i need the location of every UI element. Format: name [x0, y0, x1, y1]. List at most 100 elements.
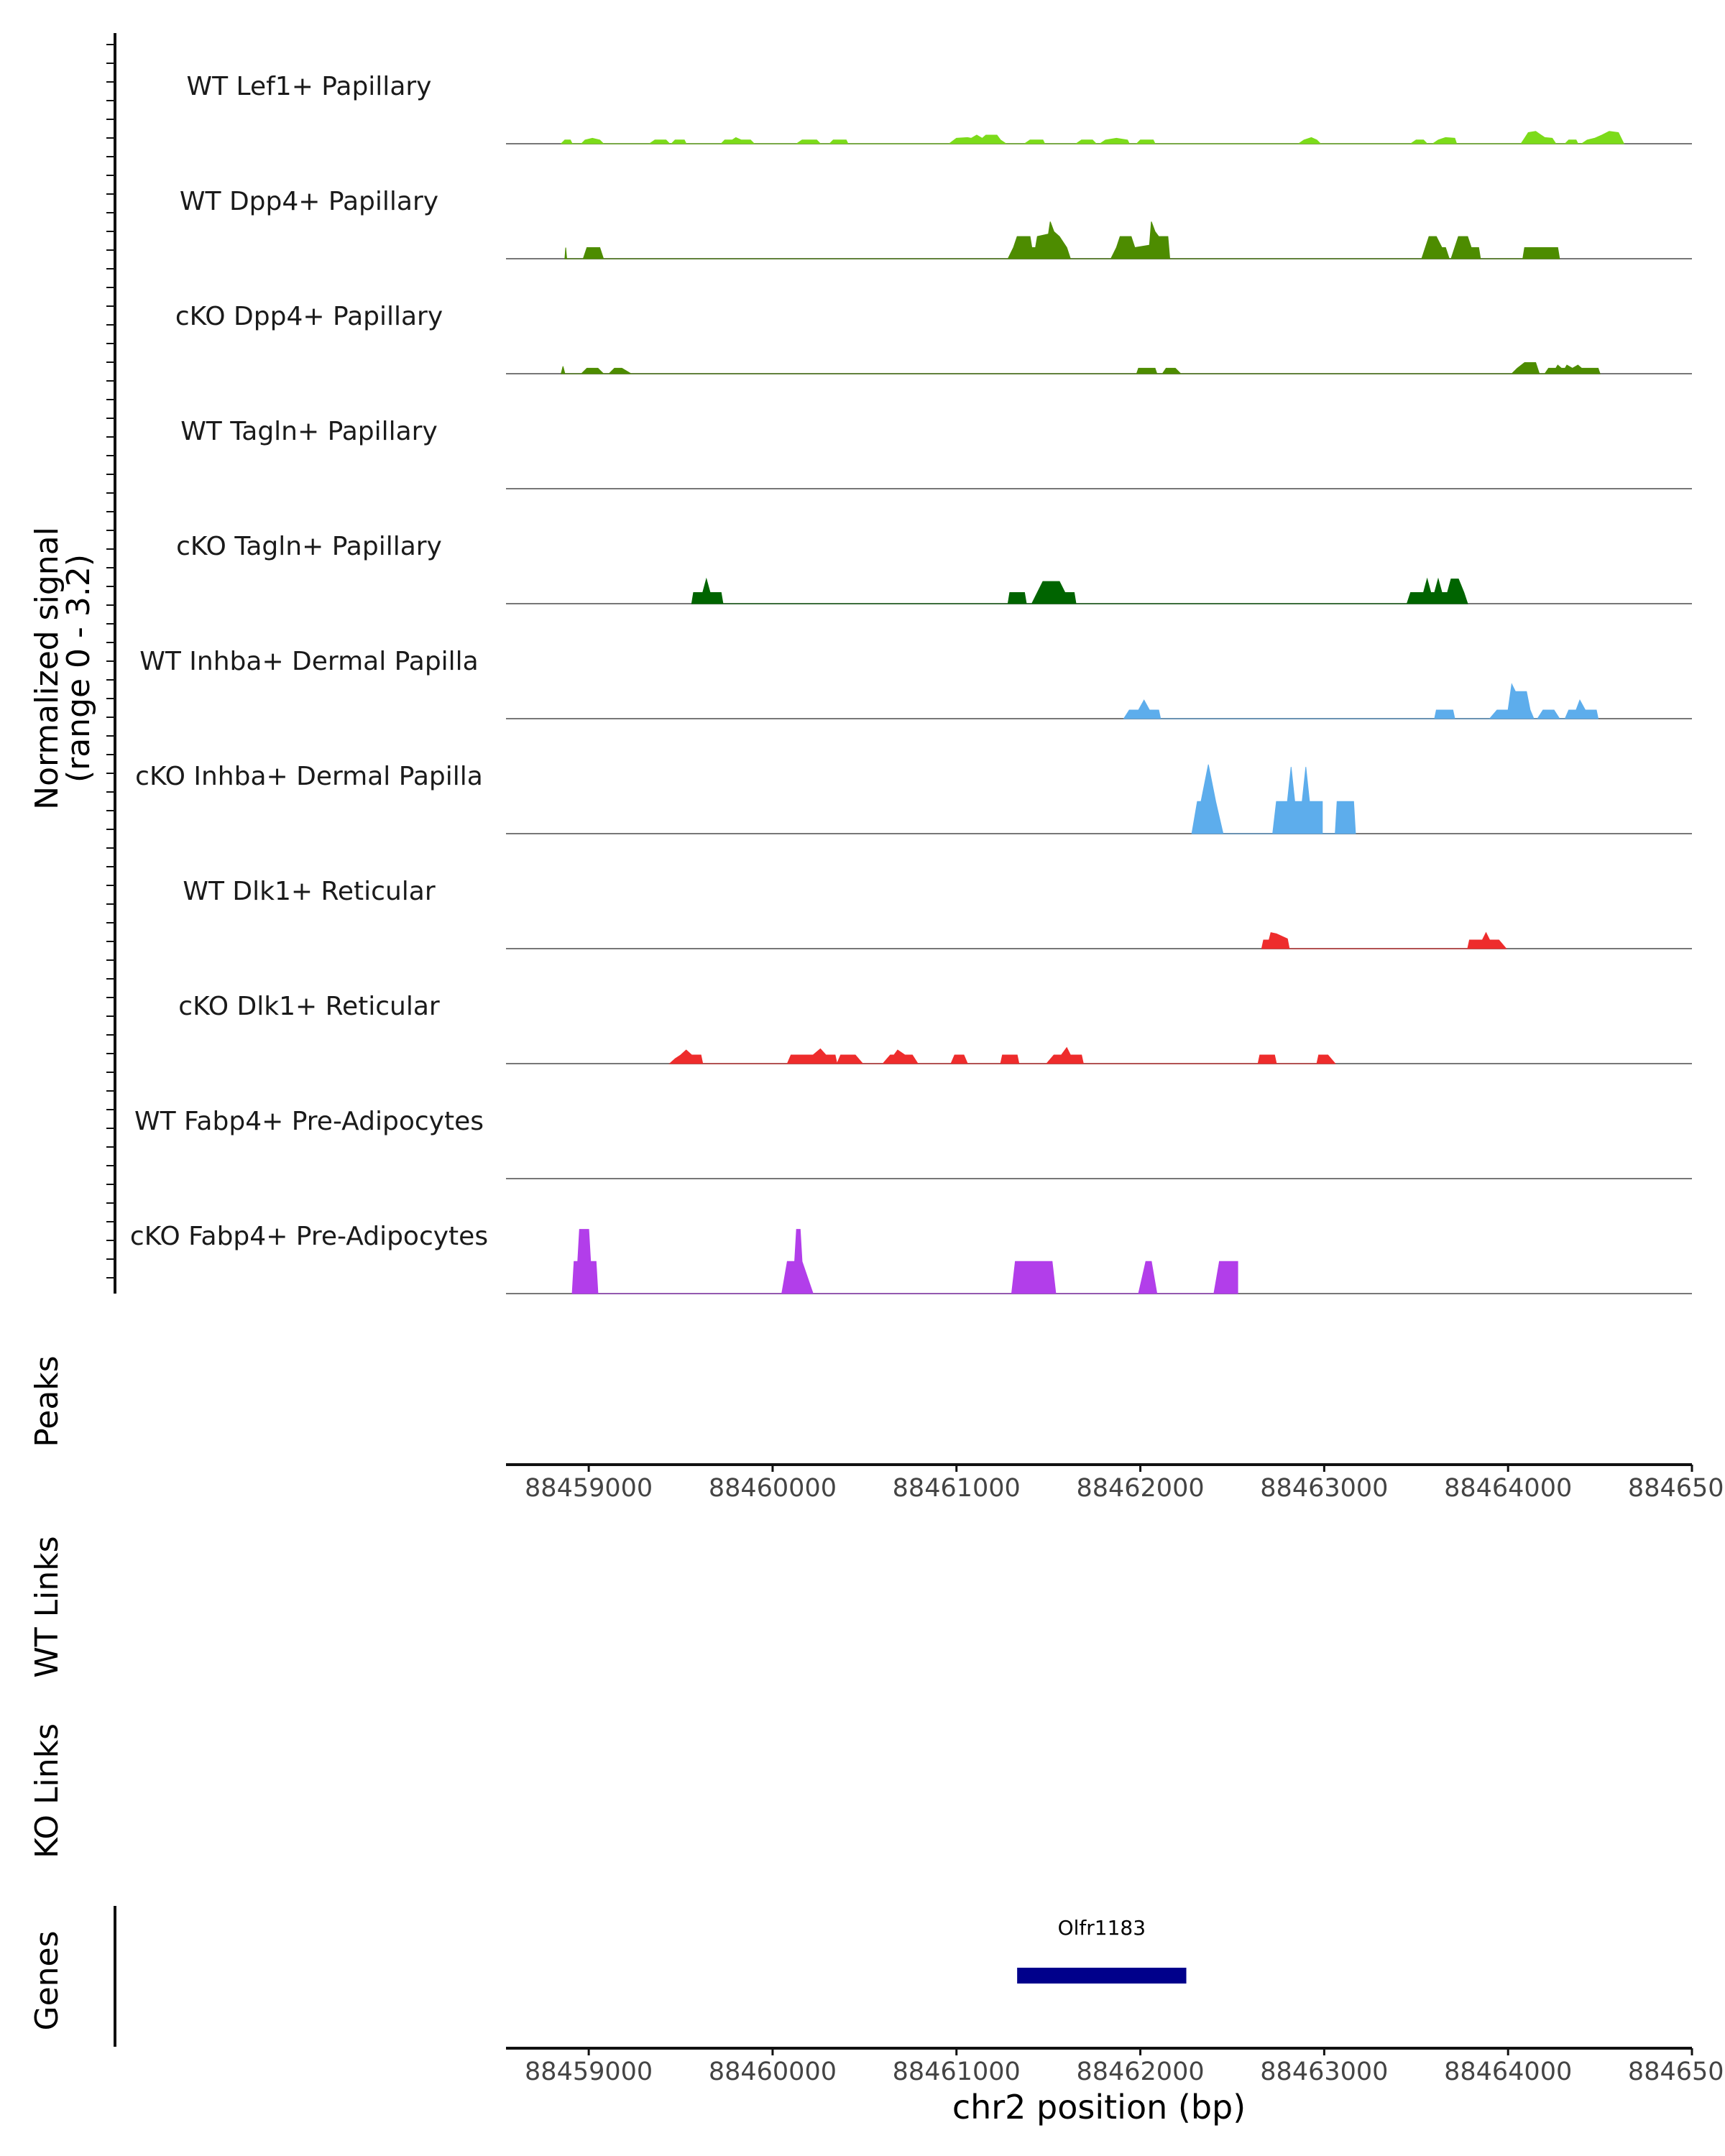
- coverage-peak: [1406, 577, 1468, 604]
- coverage-tracks: WT Lef1+ Papillary WT Dpp4+ Papillary cKO …: [130, 72, 1692, 1294]
- track-label: cKO Fabp4+ Pre-Adipocytes: [130, 1222, 488, 1251]
- track-label: cKO Tagln+ Papillary: [176, 532, 442, 561]
- coverage-peak: [691, 577, 724, 604]
- strand-arrow: [1177, 1969, 1187, 1982]
- coverage-peak: [1467, 931, 1507, 949]
- track-label: cKO Dpp4+ Papillary: [175, 302, 443, 331]
- strand-arrow: [1082, 1969, 1092, 1982]
- coverage-peak: [1031, 581, 1077, 604]
- coverage-peak: [1136, 139, 1156, 144]
- coverage-peak: [947, 134, 1008, 144]
- coverage-peak: [671, 139, 687, 144]
- coverage-peak: [882, 1049, 919, 1064]
- coverage-peak: [648, 139, 671, 144]
- x-tick-label: 88465000: [1628, 1474, 1725, 1503]
- x-tick-label: 88463000: [1260, 2058, 1388, 2086]
- track-label: WT Tagln+ Papillary: [180, 417, 438, 446]
- coverage-peak: [1007, 592, 1027, 604]
- track-label: WT Inhba+ Dermal Papilla: [139, 647, 478, 676]
- strand-arrow: [1146, 1969, 1155, 1982]
- coverage-peak: [1046, 1046, 1084, 1064]
- coverage-peak: [1138, 1261, 1158, 1294]
- strand-arrow: [1019, 1969, 1029, 1982]
- coverage-peak: [1075, 139, 1098, 144]
- strand-arrow: [1035, 1969, 1044, 1982]
- coverage-peak: [580, 137, 604, 144]
- track-label: cKO Inhba+ Dermal Papilla: [135, 762, 483, 791]
- coverage-peak: [1136, 367, 1158, 374]
- coverage-peak: [781, 1229, 814, 1294]
- coverage-peak: [1409, 139, 1428, 144]
- coverage-peak: [1520, 131, 1557, 144]
- genes-panel-label: Genes: [29, 1930, 65, 2030]
- coverage-peak: [950, 1054, 968, 1064]
- coverage-peak: [560, 139, 573, 144]
- coverage-peak: [720, 137, 755, 144]
- x-tick-label: 88464000: [1444, 1474, 1572, 1503]
- coverage-peak: [1213, 1261, 1238, 1294]
- track-label: WT Dpp4+ Papillary: [180, 187, 438, 216]
- coverage-peak: [1023, 139, 1046, 144]
- y-axis-title: Normalized signal: [29, 527, 65, 810]
- coverage-peak: [1007, 221, 1071, 259]
- x-tick-label: 88460000: [709, 1474, 837, 1503]
- coverage-peak: [1335, 801, 1356, 834]
- coverage-peak: [795, 139, 822, 144]
- wt-links-panel-label: WT Links: [29, 1536, 65, 1677]
- track-label: WT Dlk1+ Reticular: [183, 877, 435, 906]
- x-tick-label: 88461000: [893, 2058, 1021, 2086]
- coverage-peak: [1272, 767, 1323, 834]
- x-tick-label: 88460000: [709, 2058, 837, 2086]
- coverage-peak: [1257, 1054, 1277, 1064]
- x-tick-label: 88459000: [525, 2058, 653, 2086]
- ko-links-panel-label: KO Links: [29, 1723, 65, 1858]
- coverage-peak: [1537, 709, 1560, 719]
- y-axis-ticks: [106, 44, 115, 1279]
- coverage-peak: [1564, 139, 1579, 144]
- strand-arrow: [1067, 1969, 1076, 1982]
- coverage-peak: [564, 247, 567, 259]
- x-tick-label: 88462000: [1076, 1474, 1204, 1503]
- x-tick-label: 88462000: [1076, 2058, 1204, 2086]
- coverage-peak: [1544, 364, 1601, 374]
- coverage-peak: [571, 1229, 599, 1294]
- strand-arrow: [1162, 1969, 1171, 1982]
- coverage-peak: [608, 367, 632, 374]
- coverage-peak: [1564, 699, 1599, 719]
- coverage-peak: [1421, 236, 1450, 259]
- coverage-peak: [1511, 362, 1540, 374]
- x-tick-label: 88464000: [1444, 2058, 1572, 2086]
- coverage-peak: [1434, 709, 1455, 719]
- x-tick-label: 88463000: [1260, 1474, 1388, 1503]
- coverage-peak: [1580, 131, 1625, 144]
- coverage-peak: [580, 367, 604, 374]
- track-label: cKO Dlk1+ Reticular: [178, 992, 440, 1021]
- coverage-peak: [1450, 236, 1481, 259]
- strand-arrow: [1130, 1969, 1139, 1982]
- peaks-panel-label: Peaks: [29, 1355, 65, 1447]
- gene-track: Olfr1183: [1017, 1916, 1187, 1984]
- coverage-peak: [1316, 1054, 1336, 1064]
- strand-arrow: [1051, 1969, 1060, 1982]
- coverage-peak: [1000, 1054, 1020, 1064]
- coverage-peak: [1261, 932, 1290, 949]
- strand-arrow: [1114, 1969, 1123, 1982]
- track-label: WT Lef1+ Papillary: [187, 72, 432, 101]
- coverage-peak: [1110, 221, 1171, 259]
- x-tick-label: 88461000: [893, 1474, 1021, 1503]
- coverage-peak: [1431, 137, 1458, 144]
- coverage-peak: [836, 1054, 864, 1064]
- x-axis-ticks-bottom: 88459000 88460000 88461000 88462000 88463000…: [525, 2048, 1725, 2086]
- coverage-peak: [582, 247, 604, 259]
- coverage-peak: [1522, 247, 1560, 259]
- gene-label: Olfr1183: [1058, 1916, 1146, 1940]
- strand-arrow: [1098, 1969, 1108, 1982]
- y-axis-subtitle: (range 0 - 3.2): [60, 554, 97, 783]
- x-tick-label: 88465000: [1628, 2058, 1725, 2086]
- coverage-peak: [1011, 1261, 1057, 1294]
- x-axis-title: chr2 position (bp): [952, 2088, 1246, 2127]
- coverage-peak: [1489, 683, 1535, 719]
- coverage-peak: [1123, 699, 1162, 719]
- coverage-peak: [1297, 137, 1322, 144]
